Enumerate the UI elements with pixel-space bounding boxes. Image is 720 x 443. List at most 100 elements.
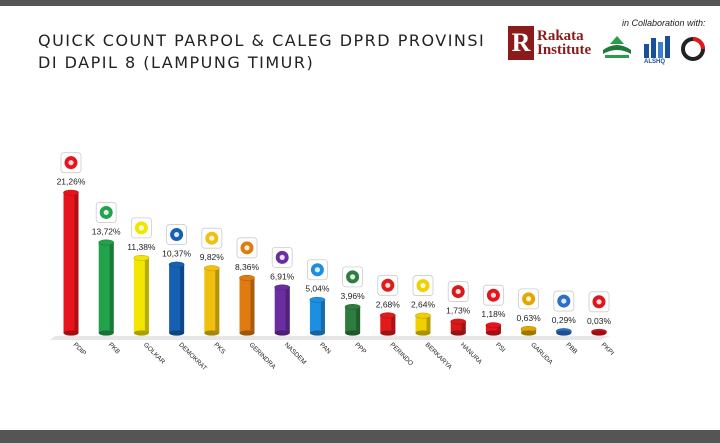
partner-small-text: ALSHQ <box>644 59 665 65</box>
category-label: PSI <box>494 341 506 353</box>
bar-shade <box>250 277 255 333</box>
data-label: 21,26% <box>57 177 86 187</box>
hanura-icon-center <box>455 288 461 295</box>
bar-shade <box>356 306 361 333</box>
data-label: 0,29% <box>552 315 577 325</box>
bar-shade <box>180 264 185 333</box>
bar-group <box>555 328 572 336</box>
data-label: 6,91% <box>270 271 295 281</box>
data-label: 9,82% <box>200 252 225 262</box>
berkarya-icon-center <box>420 282 426 289</box>
collaboration-label: in Collaboration with: <box>622 18 706 28</box>
pkpi-icon-center <box>596 299 602 305</box>
bar-base <box>556 330 572 336</box>
data-label: 2,64% <box>411 300 436 310</box>
bar-group <box>274 284 291 336</box>
bar-group <box>239 274 255 336</box>
bar-base <box>345 330 361 336</box>
bar <box>485 325 501 333</box>
rakata-initial: R <box>508 26 534 60</box>
bar-base <box>133 330 149 336</box>
gerindra-garuda-icon-center <box>244 245 250 251</box>
bar-group <box>591 328 607 336</box>
rakata-logo: R Rakata Institute <box>508 26 591 60</box>
rakata-line2: Institute <box>537 42 592 58</box>
bar-base <box>521 330 537 336</box>
partner-logo-circle-icon <box>681 37 705 61</box>
bar <box>450 321 466 333</box>
bar-top <box>344 303 361 310</box>
bar-group <box>133 254 150 336</box>
category-label: DEMOKRAT <box>177 341 208 372</box>
data-label: 1,73% <box>446 306 471 316</box>
pbb-crescent-icon-center <box>561 298 567 304</box>
nasdem-icon-center <box>279 254 285 260</box>
golkar-tree-icon-center <box>138 225 144 231</box>
bar-top <box>204 265 220 272</box>
bar-shade <box>215 268 220 333</box>
partner-logo-alshq-icon <box>644 36 670 58</box>
bar-group <box>450 318 467 336</box>
bar-top <box>168 261 185 268</box>
category-label: PERINDO <box>388 341 414 367</box>
bar-shade <box>144 257 149 333</box>
bar-group <box>204 265 220 336</box>
bar-shade <box>109 242 114 333</box>
ppp-kaaba-icon-center <box>350 274 356 280</box>
data-label: 10,37% <box>162 249 191 259</box>
data-label: 11,38% <box>127 242 156 252</box>
bar-top <box>274 284 291 291</box>
chart-title-line1: QUICK COUNT PARPOL & CALEG DPRD PROVINSI <box>38 31 486 50</box>
bar-shade <box>496 325 501 333</box>
bar-base <box>98 330 114 336</box>
category-label: PDIP <box>72 341 88 357</box>
bar-shade <box>426 315 431 333</box>
bar-top <box>485 322 502 329</box>
bar-group <box>98 239 114 336</box>
bar-top <box>239 274 255 281</box>
bar-base <box>274 330 290 336</box>
category-label: PAN <box>318 341 332 355</box>
category-label: PKS <box>212 341 227 356</box>
bar-shade <box>320 299 325 333</box>
bar-group <box>344 303 361 336</box>
category-label: PPP <box>353 341 367 355</box>
category-label: PBB <box>564 341 578 355</box>
top-border <box>0 0 720 6</box>
category-label: BERKARYA <box>424 341 454 371</box>
bar-base <box>239 330 255 336</box>
demokrat-icon-center <box>174 231 180 238</box>
bar-shade <box>74 192 79 333</box>
bar-base <box>380 330 396 336</box>
bar-group <box>520 325 537 336</box>
data-label: 13,72% <box>92 226 121 236</box>
chart-title: QUICK COUNT PARPOL & CALEG DPRD PROVINSI… <box>38 30 485 74</box>
chart-floor <box>50 336 610 340</box>
category-label: NASDEM <box>283 341 308 366</box>
bar-base <box>415 330 431 336</box>
pan-sun-icon-center <box>314 267 320 273</box>
bar-base <box>309 330 325 336</box>
bar-top <box>98 239 114 246</box>
category-label: GARUDA <box>529 341 554 366</box>
bar-group <box>168 261 185 336</box>
category-label: PKB <box>107 341 121 355</box>
bar-shade <box>461 321 466 333</box>
garuda-icon-center <box>526 296 532 302</box>
branding: R Rakata Institute in Collaboration with… <box>508 18 718 70</box>
bar-top <box>133 254 150 261</box>
bar-base <box>204 330 220 336</box>
data-label: 0,63% <box>517 313 542 323</box>
bar-shade <box>391 315 396 333</box>
bar-group <box>309 296 326 336</box>
category-label: PKPI <box>600 341 616 357</box>
pkb-icon-center <box>103 209 109 216</box>
bar-group <box>415 312 431 336</box>
psi-icon-center <box>490 292 496 298</box>
bar-base <box>591 330 607 336</box>
bottom-border <box>0 430 720 443</box>
bar-top <box>450 318 467 325</box>
data-label: 0,03% <box>587 316 612 326</box>
bar-base <box>169 330 185 336</box>
